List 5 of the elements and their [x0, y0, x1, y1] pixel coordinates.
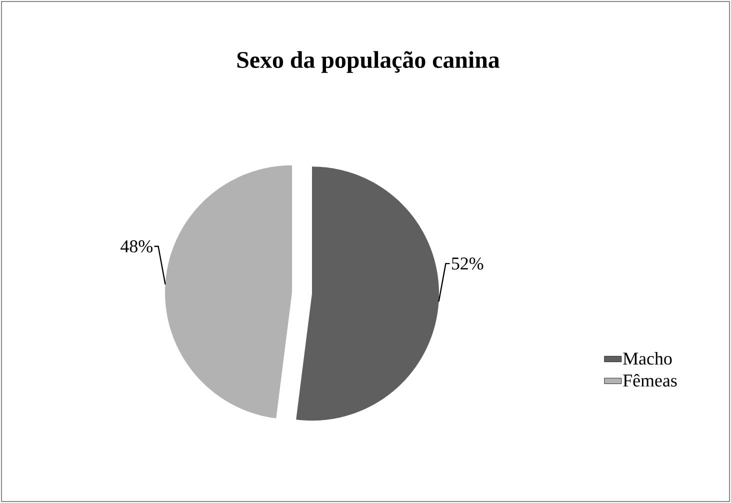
legend-label: Macho: [623, 352, 672, 365]
legend-label: Fêmeas: [623, 374, 677, 387]
chart-title: Sexo da população canina: [237, 51, 500, 73]
data-label: 52%: [452, 258, 484, 270]
data-label: 48%: [120, 240, 152, 252]
